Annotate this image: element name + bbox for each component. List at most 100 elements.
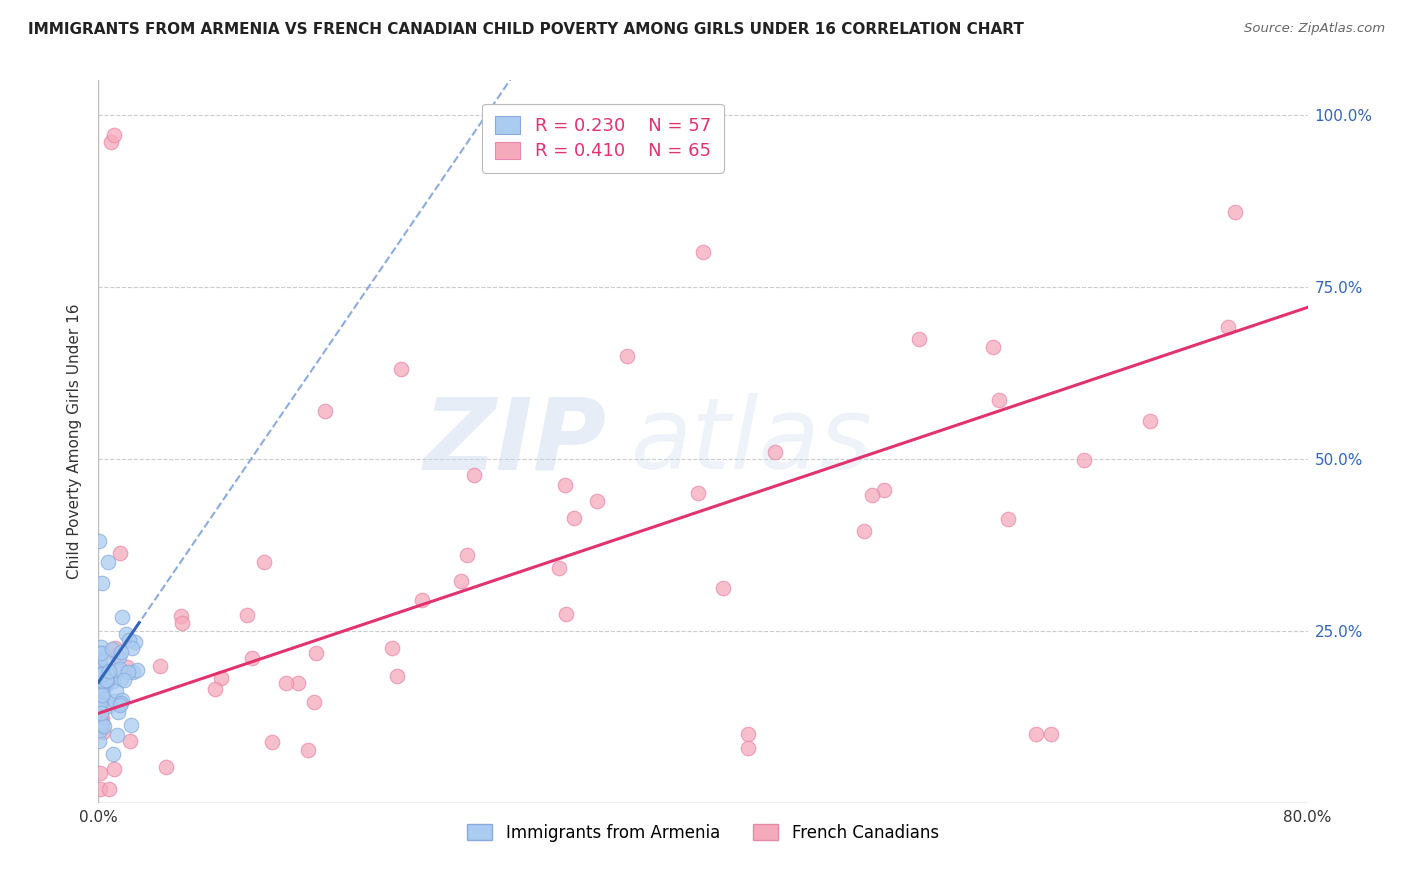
Point (90, 688, 112, 702)
Point (711, 581, 734, 595)
Point (274, 676, 297, 690)
Point (89, 718, 111, 732)
Point (90, 706, 112, 721)
Point (91, 711, 114, 725)
Point (98, 664, 121, 678)
Point (110, 698, 132, 712)
Point (287, 676, 309, 690)
Text: atlas: atlas (630, 393, 872, 490)
Point (111, 693, 134, 707)
Point (89, 765, 111, 780)
Point (91, 725, 114, 739)
Point (110, 645, 132, 659)
Point (120, 718, 142, 732)
Point (411, 592, 433, 607)
Point (547, 561, 569, 575)
Point (1073, 453, 1095, 467)
Point (117, 665, 139, 679)
Point (90, 647, 112, 661)
Point (1223, 205, 1246, 219)
Point (96, 678, 118, 692)
Point (389, 362, 412, 376)
Point (91, 662, 114, 676)
Point (91, 680, 114, 694)
Point (463, 468, 485, 483)
Point (127, 663, 149, 677)
Point (554, 478, 576, 492)
Point (908, 332, 931, 346)
Point (737, 727, 759, 741)
Point (555, 607, 578, 621)
Point (104, 694, 127, 708)
Point (89, 702, 111, 716)
Point (562, 511, 585, 525)
Point (110, 546, 132, 560)
Point (110, 663, 132, 677)
Point (304, 694, 326, 708)
Point (101, 747, 124, 761)
Point (692, 245, 714, 260)
Point (1039, 727, 1062, 741)
Point (89, 653, 111, 667)
Point (97, 555, 120, 569)
Point (118, 734, 141, 748)
Point (104, 683, 127, 698)
Point (89, 698, 111, 712)
Point (111, 610, 134, 624)
Point (105, 663, 128, 677)
Point (89, 734, 111, 748)
Point (91, 668, 114, 682)
Point (96, 673, 118, 687)
Point (103, 762, 125, 776)
Point (616, 349, 638, 363)
Point (981, 340, 1004, 354)
Point (450, 574, 472, 588)
Point (305, 646, 328, 660)
Point (381, 640, 404, 655)
Y-axis label: Child Poverty Among Girls Under 16: Child Poverty Among Girls Under 16 (67, 304, 83, 579)
Point (104, 641, 127, 656)
Point (121, 665, 143, 680)
Point (112, 673, 135, 687)
Point (204, 681, 226, 696)
Point (253, 555, 276, 569)
Point (90, 716, 112, 731)
Point (209, 671, 232, 685)
Point (586, 493, 609, 508)
Point (385, 669, 408, 683)
Point (149, 659, 172, 673)
Point (121, 640, 143, 655)
Point (997, 511, 1019, 525)
Point (97, 782, 120, 797)
Point (873, 483, 896, 497)
Point (260, 734, 283, 748)
Text: IMMIGRANTS FROM ARMENIA VS FRENCH CANADIAN CHILD POVERTY AMONG GIRLS UNDER 16 CO: IMMIGRANTS FROM ARMENIA VS FRENCH CANADI… (28, 22, 1024, 37)
Point (94, 673, 117, 687)
Point (110, 673, 132, 687)
Point (91, 666, 114, 681)
Point (852, 524, 875, 538)
Point (155, 760, 177, 774)
Point (91, 674, 114, 689)
Point (91, 667, 114, 681)
Point (117, 660, 139, 674)
Point (89, 534, 111, 549)
Point (89, 695, 111, 709)
Point (860, 488, 883, 502)
Point (686, 486, 709, 500)
Point (236, 608, 259, 623)
Point (1216, 320, 1239, 334)
Point (297, 743, 319, 757)
Point (172, 615, 194, 630)
Point (108, 650, 131, 665)
Point (107, 705, 129, 719)
Point (101, 673, 124, 688)
Point (97, 698, 120, 713)
Point (170, 609, 193, 624)
Point (93, 719, 115, 733)
Point (105, 648, 128, 662)
Point (100, 135, 122, 149)
Point (89, 782, 111, 797)
Point (1139, 414, 1161, 428)
Point (94, 692, 117, 706)
